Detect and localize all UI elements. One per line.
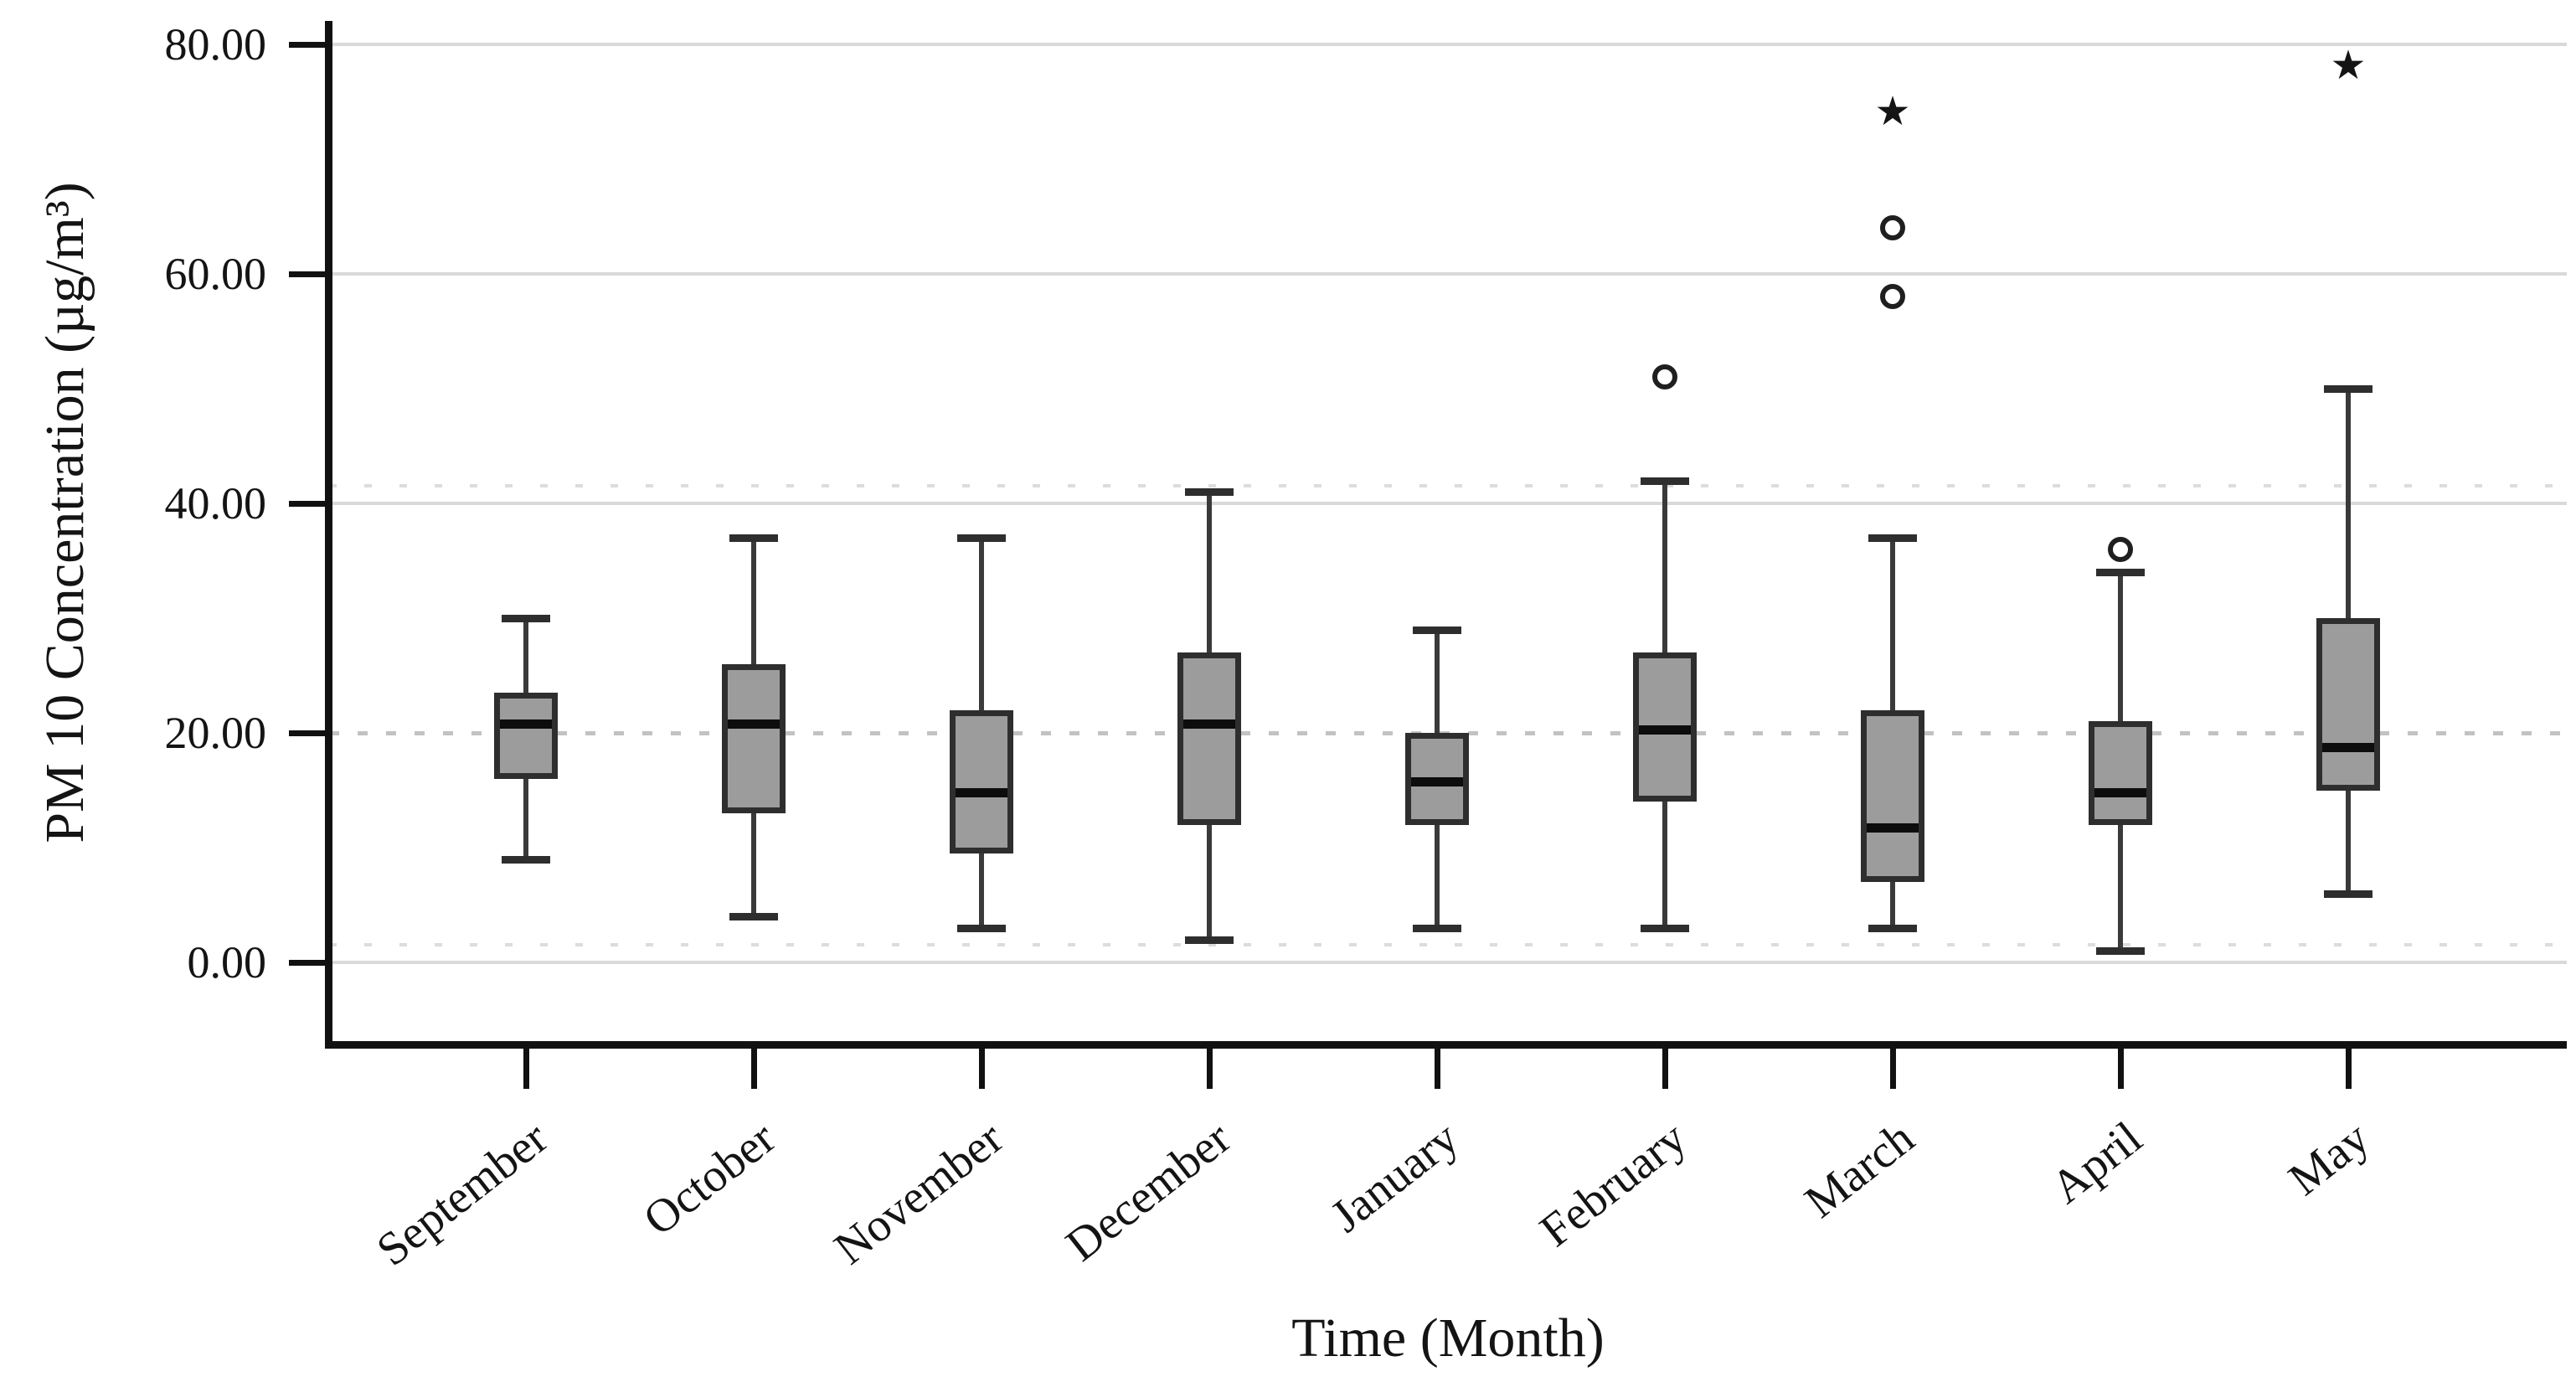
- box-february: [1633, 652, 1697, 802]
- whisker-cap-upper: [2096, 569, 2145, 577]
- whisker-cap-lower: [502, 855, 550, 864]
- outlier-circle-marker: [1880, 284, 1905, 310]
- gridline-faint-41.5: [329, 484, 2567, 488]
- x-category-label-september: September: [367, 1111, 558, 1276]
- whisker-upper: [1207, 492, 1212, 653]
- x-tick-march: [1890, 1049, 1896, 1089]
- y-tick-label-60: 60.00: [164, 249, 267, 299]
- whisker-upper: [1662, 480, 1667, 653]
- y-tick-label-20: 20.00: [164, 708, 267, 758]
- median-line: [728, 719, 780, 730]
- y-tick-label-40: 40.00: [164, 478, 267, 529]
- whisker-lower: [2346, 790, 2351, 894]
- whisker-lower: [1890, 882, 1895, 928]
- x-category-label-march: March: [1795, 1111, 1924, 1229]
- y-tick-label-0: 0.00: [187, 937, 267, 988]
- whisker-cap-upper: [1413, 626, 1461, 634]
- x-tick-december: [1207, 1049, 1213, 1089]
- whisker-upper: [2118, 572, 2123, 722]
- whisker-cap-lower: [2324, 890, 2372, 898]
- median-line: [2094, 788, 2146, 798]
- box-september: [494, 693, 558, 779]
- whisker-upper: [979, 538, 984, 710]
- box-march: [1861, 709, 1924, 883]
- whisker-cap-upper: [1185, 488, 1234, 497]
- whisker-cap-upper: [957, 534, 1006, 543]
- whisker-lower: [1662, 802, 1667, 928]
- gridline-80: [329, 43, 2567, 46]
- median-line: [1639, 725, 1691, 735]
- x-category-label-november: November: [824, 1111, 1013, 1275]
- x-tick-september: [523, 1049, 529, 1089]
- x-tick-february: [1662, 1049, 1668, 1089]
- whisker-upper: [2346, 389, 2351, 618]
- box-december: [1177, 652, 1241, 825]
- whisker-lower: [751, 812, 756, 917]
- outlier-star-marker: ★: [1874, 88, 1911, 136]
- whisker-upper: [751, 538, 756, 664]
- x-tick-may: [2346, 1049, 2352, 1089]
- y-tick-0: [289, 960, 329, 966]
- whisker-lower: [979, 853, 984, 928]
- x-axis-line: [325, 1041, 2567, 1049]
- whisker-cap-lower: [1185, 936, 1234, 944]
- gridline-0: [329, 961, 2567, 964]
- box-november: [950, 709, 1013, 853]
- whisker-cap-lower: [1413, 924, 1461, 932]
- whisker-cap-upper: [502, 615, 550, 622]
- x-category-label-october: October: [633, 1111, 786, 1246]
- median-line: [1867, 822, 1919, 833]
- whisker-upper: [523, 618, 528, 694]
- whisker-cap-upper: [1868, 534, 1917, 543]
- median-line: [500, 719, 552, 730]
- median-line: [956, 788, 1007, 798]
- whisker-upper: [1435, 629, 1440, 733]
- whisker-cap-upper: [729, 534, 778, 543]
- outlier-star-marker: ★: [2330, 42, 2367, 90]
- x-category-label-december: December: [1056, 1111, 1241, 1272]
- median-line: [1183, 719, 1235, 730]
- x-tick-november: [979, 1049, 985, 1089]
- whisker-cap-lower: [729, 913, 778, 921]
- y-tick-40: [289, 501, 329, 507]
- whisker-upper: [1890, 538, 1895, 710]
- x-category-label-may: May: [2280, 1111, 2380, 1206]
- x-category-label-january: January: [1321, 1111, 1469, 1243]
- whisker-cap-lower: [1641, 924, 1689, 932]
- x-tick-october: [751, 1049, 757, 1089]
- whisker-cap-upper: [1641, 477, 1689, 485]
- box-may: [2316, 618, 2380, 791]
- box-january: [1405, 733, 1469, 825]
- box-april: [2089, 721, 2152, 825]
- whisker-lower: [523, 778, 528, 859]
- gridline-faint-1.5: [329, 943, 2567, 947]
- y-tick-80: [289, 42, 329, 48]
- median-line: [1411, 776, 1463, 786]
- whisker-cap-lower: [957, 924, 1006, 932]
- whisker-cap-lower: [2096, 947, 2145, 956]
- y-axis-line: [325, 21, 332, 1049]
- outlier-circle-marker: [1880, 215, 1905, 241]
- x-category-label-april: April: [2041, 1111, 2152, 1214]
- x-axis-title: Time (Month): [1291, 1307, 1605, 1369]
- x-tick-january: [1435, 1049, 1440, 1089]
- x-category-label-february: February: [1530, 1111, 1697, 1257]
- outlier-circle-marker: [1652, 364, 1677, 390]
- gridline-60: [329, 272, 2567, 276]
- outlier-circle-marker: [2108, 536, 2133, 562]
- whisker-cap-upper: [2324, 385, 2372, 393]
- x-tick-april: [2118, 1049, 2124, 1089]
- whisker-cap-lower: [1868, 924, 1917, 932]
- y-tick-20: [289, 730, 329, 736]
- whisker-lower: [1207, 824, 1212, 940]
- y-tick-60: [289, 271, 329, 277]
- y-tick-label-80: 80.00: [164, 19, 267, 70]
- median-line: [2322, 742, 2374, 752]
- gridline-40: [329, 502, 2567, 505]
- whisker-lower: [1435, 824, 1440, 928]
- whisker-lower: [2118, 824, 2123, 951]
- box-october: [722, 663, 786, 813]
